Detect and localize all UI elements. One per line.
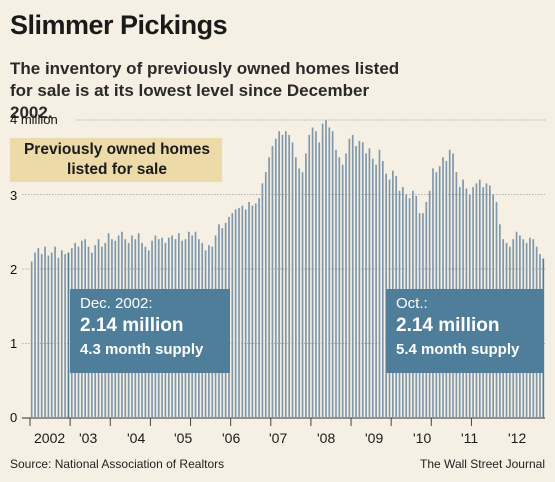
bar <box>231 213 234 419</box>
y-tick-4: 4 million <box>10 112 58 127</box>
bar <box>341 164 344 418</box>
bar <box>378 149 381 419</box>
bar <box>268 157 270 418</box>
bar <box>305 153 307 418</box>
callout-value: 2.14 million <box>396 315 500 336</box>
bar <box>328 127 331 418</box>
bar <box>335 149 337 419</box>
x-tick-2002: 2002 <box>34 430 66 446</box>
callout-dec-2002: Dec. 2002: 2.14 million 4.3 month supply <box>70 289 230 373</box>
bar <box>50 252 53 418</box>
callout-oct: Oct.: 2.14 million 5.4 month supply <box>386 289 544 373</box>
bar <box>315 131 317 418</box>
callout-date: Oct.: <box>396 295 428 312</box>
bar <box>375 164 377 418</box>
bar <box>452 153 454 418</box>
bar <box>345 153 347 418</box>
bar <box>67 252 70 418</box>
bar <box>298 168 301 418</box>
bar <box>311 127 314 418</box>
bar <box>381 160 384 418</box>
y-tick-2: 2 <box>10 262 18 277</box>
bar <box>64 254 66 418</box>
bar <box>264 172 267 418</box>
bar <box>291 142 294 418</box>
y-tick-0: 0 <box>10 410 18 425</box>
bar <box>348 138 351 419</box>
bar <box>271 146 274 418</box>
x-tick-2009: '09 <box>365 430 384 446</box>
bar <box>244 209 247 418</box>
bar <box>60 250 63 419</box>
callout-date: Dec. 2002: <box>80 295 153 312</box>
bar <box>238 207 240 418</box>
bar <box>57 257 60 418</box>
bar <box>368 148 371 418</box>
bar <box>251 205 254 418</box>
chart-title: Slimmer Pickings <box>10 10 228 40</box>
bar <box>30 261 33 418</box>
bar <box>338 157 341 418</box>
bar <box>274 138 277 419</box>
bar <box>358 140 361 419</box>
x-tick-2010: '10 <box>413 430 432 446</box>
bar <box>261 183 264 418</box>
x-tick-2011: '11 <box>461 430 479 446</box>
bar <box>331 131 334 418</box>
legend-box: Previously owned homes listed for sale <box>10 138 222 182</box>
x-tick-2005: '05 <box>174 430 193 446</box>
bar <box>47 255 50 418</box>
x-tick-2007: '07 <box>269 430 288 446</box>
bar <box>54 246 56 418</box>
bar <box>234 209 237 418</box>
y-tick-3: 3 <box>10 188 18 203</box>
x-tick-2003: '03 <box>79 430 98 446</box>
callout-value: 2.14 million <box>80 315 184 336</box>
bar <box>301 172 304 418</box>
x-tick-2006: '06 <box>222 430 241 446</box>
bar <box>448 149 451 419</box>
bar <box>365 153 367 418</box>
bar <box>40 254 43 418</box>
publisher-credit: The Wall Street Journal <box>420 457 545 471</box>
bar <box>361 142 364 418</box>
bar <box>284 131 287 418</box>
bar <box>34 252 36 418</box>
bar <box>308 134 311 418</box>
bar <box>281 134 284 418</box>
bar <box>288 134 291 418</box>
callout-supply: 5.4 month supply <box>396 341 520 358</box>
bar <box>325 120 327 418</box>
bar <box>355 146 357 418</box>
bar <box>295 157 297 418</box>
chart-subtitle: The inventory of previously owned homes … <box>10 59 400 122</box>
y-tick-1: 1 <box>10 336 18 351</box>
bar <box>351 134 354 418</box>
source-note: Source: National Association of Realtors <box>10 457 225 471</box>
bar <box>248 201 250 418</box>
bar <box>442 157 444 418</box>
bar <box>241 205 244 418</box>
bar <box>321 123 324 418</box>
bar <box>278 131 280 418</box>
bar <box>37 248 40 418</box>
x-tick-2008: '08 <box>317 430 336 446</box>
bar <box>254 203 257 418</box>
bar <box>318 142 321 418</box>
x-tick-2004: '04 <box>127 430 146 446</box>
legend-label: Previously owned homes listed for sale <box>23 141 211 178</box>
callout-supply: 4.3 month supply <box>80 341 204 358</box>
bar <box>258 198 260 418</box>
bar <box>371 158 374 419</box>
bar <box>44 246 46 418</box>
x-tick-2012: '12 <box>508 430 527 446</box>
